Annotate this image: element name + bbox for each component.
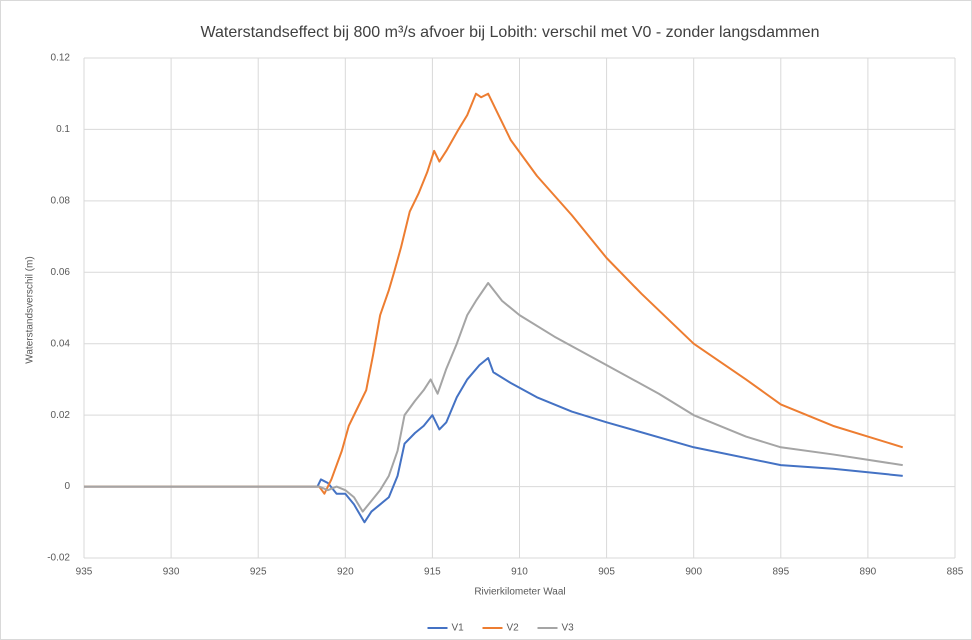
- x-tick-label: 930: [163, 567, 180, 578]
- series-line: [84, 357, 903, 524]
- legend-label: V1: [452, 623, 465, 634]
- x-tick-label: 915: [424, 567, 441, 578]
- x-tick-label: 895: [772, 567, 789, 578]
- x-tick-label: 890: [860, 567, 877, 578]
- y-tick-label: 0.12: [51, 53, 71, 64]
- y-tick-label: 0.06: [51, 267, 71, 278]
- legend-label: V3: [562, 623, 575, 634]
- x-axis-label: Rivierkilometer Waal: [474, 587, 565, 598]
- series-line: [84, 282, 903, 513]
- x-tick-label: 920: [337, 567, 354, 578]
- y-tick-label: 0.02: [51, 410, 71, 421]
- legend-label: V2: [507, 623, 520, 634]
- x-tick-label: 885: [947, 567, 964, 578]
- x-tick-label: 900: [685, 567, 702, 578]
- y-tick-label: 0: [64, 481, 70, 492]
- x-tick-label: 925: [250, 567, 267, 578]
- series-line: [84, 92, 904, 495]
- y-tick-label: 0.08: [51, 195, 71, 206]
- x-tick-label: 905: [598, 567, 615, 578]
- x-tick-label: 935: [76, 567, 93, 578]
- chart-title: Waterstandseffect bij 800 m³/s afvoer bi…: [201, 24, 820, 41]
- x-tick-label: 910: [511, 567, 528, 578]
- y-axis-label: Waterstandsverschil (m): [25, 256, 36, 363]
- y-tick-label: 0.04: [51, 338, 71, 349]
- y-tick-label: 0.1: [56, 124, 70, 135]
- y-tick-label: -0.02: [47, 553, 70, 564]
